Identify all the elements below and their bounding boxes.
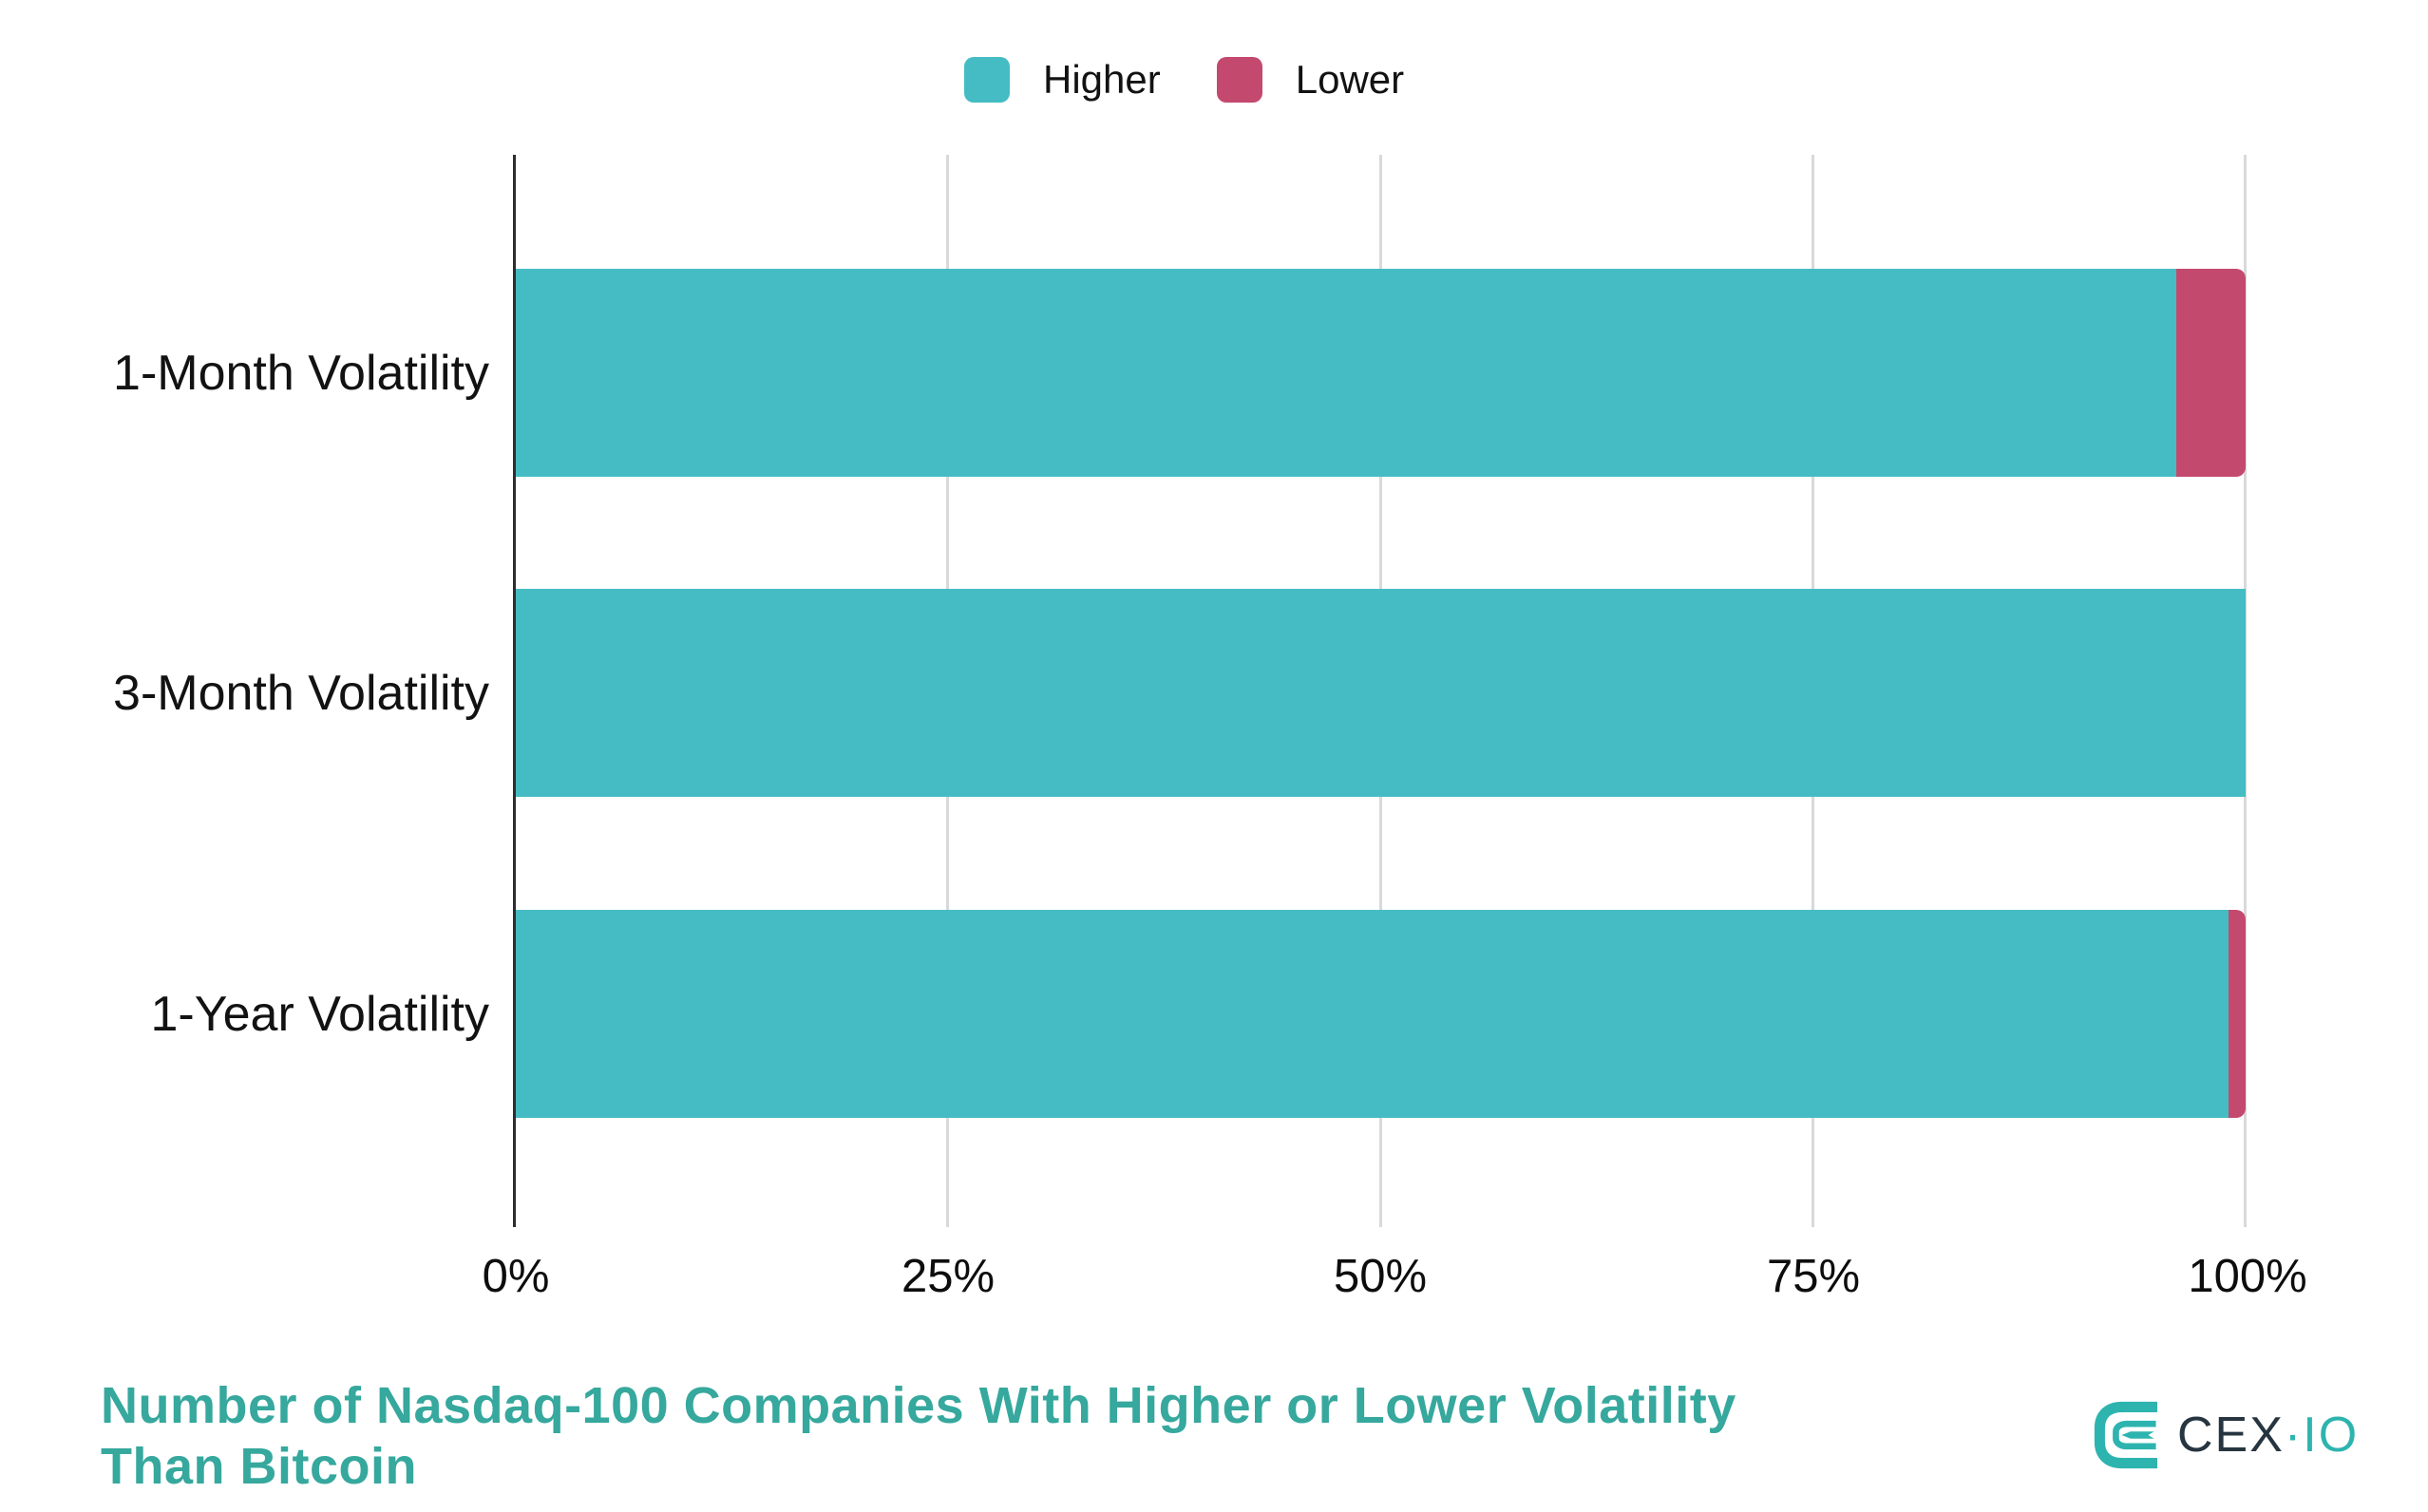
chart-legend: Higher Lower bbox=[964, 57, 1404, 103]
bar-segment-higher bbox=[516, 589, 2246, 797]
cexio-emblem-icon bbox=[2094, 1401, 2158, 1469]
plot-area bbox=[516, 155, 2247, 1227]
legend-label-higher: Higher bbox=[1043, 57, 1161, 102]
chart-title: Number of Nasdaq-100 Companies With High… bbox=[101, 1375, 1736, 1497]
bar-segment-higher bbox=[516, 269, 2177, 477]
wordmark-cex: CEX bbox=[2177, 1408, 2285, 1463]
cexio-wordmark: CEX·IO bbox=[2177, 1410, 2359, 1460]
legend-item-higher: Higher bbox=[964, 57, 1161, 103]
x-tick-label: 50% bbox=[1333, 1251, 1428, 1302]
x-tick-label: 0% bbox=[482, 1251, 550, 1302]
lower-swatch-icon bbox=[1216, 57, 1262, 103]
x-tick-label: 75% bbox=[1766, 1251, 1861, 1302]
chart-title-line-2: Than Bitcoin bbox=[101, 1438, 417, 1495]
wordmark-io: IO bbox=[2303, 1408, 2360, 1463]
bar-row bbox=[516, 910, 2246, 1118]
category-label: 3-Month Volatility bbox=[113, 665, 489, 721]
chart-title-line-1: Number of Nasdaq-100 Companies With High… bbox=[101, 1377, 1736, 1434]
y-axis-line bbox=[513, 155, 516, 1227]
cexio-logo: CEX·IO bbox=[2092, 1400, 2359, 1470]
x-tick-label: 100% bbox=[2188, 1251, 2307, 1302]
bar-row bbox=[516, 269, 2246, 477]
x-tick-label: 25% bbox=[901, 1251, 996, 1302]
bar-segment-higher bbox=[516, 910, 2229, 1118]
category-label: 1-Month Volatility bbox=[113, 345, 489, 401]
higher-swatch-icon bbox=[964, 57, 1010, 103]
legend-label-lower: Lower bbox=[1295, 57, 1405, 102]
bar-row bbox=[516, 589, 2246, 797]
bar-segment-lower bbox=[2176, 269, 2246, 477]
legend-item-lower: Lower bbox=[1216, 57, 1405, 103]
wordmark-dot: · bbox=[2284, 1408, 2304, 1463]
bar-segment-lower bbox=[2228, 910, 2246, 1118]
category-label: 1-Year Volatility bbox=[150, 986, 489, 1042]
